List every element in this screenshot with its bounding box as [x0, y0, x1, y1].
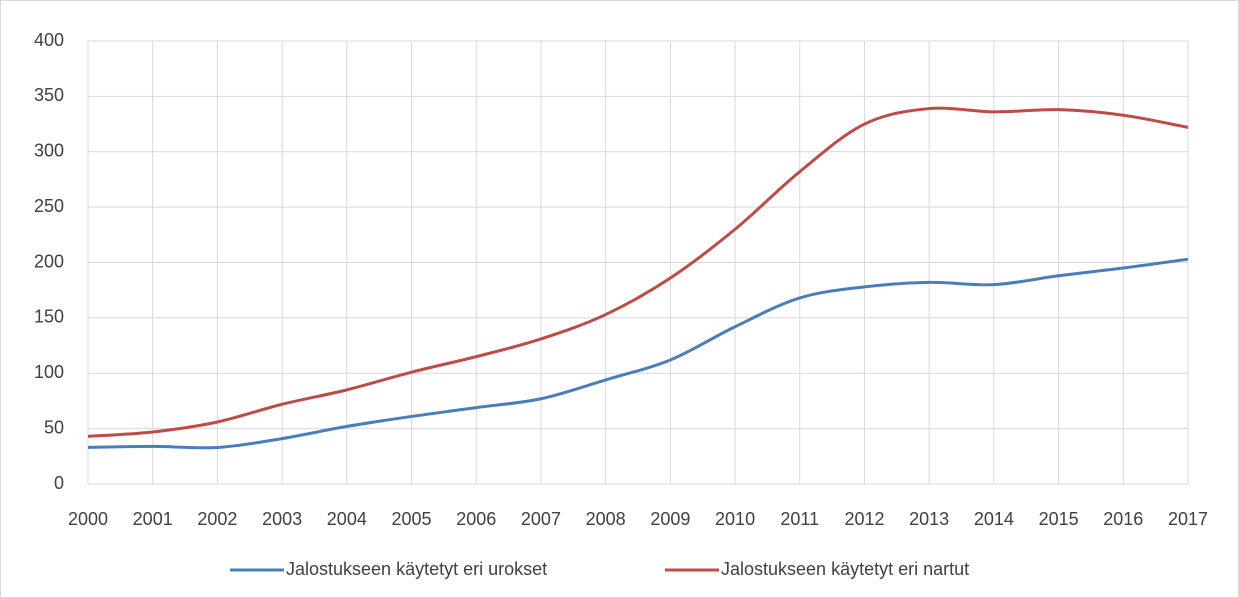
- x-tick-label: 2013: [909, 509, 949, 529]
- y-tick-label: 200: [34, 251, 64, 271]
- x-tick-label: 2014: [974, 509, 1014, 529]
- x-tick-label: 2005: [392, 509, 432, 529]
- x-tick-label: 2008: [586, 509, 626, 529]
- series-line: [87, 106, 1189, 438]
- x-tick-label: 2011: [780, 509, 819, 529]
- x-tick-label: 2001: [133, 509, 173, 529]
- y-tick-label: 150: [34, 307, 64, 327]
- x-tick-label: 2017: [1168, 509, 1208, 529]
- legend-label: Jalostukseen käytetyt eri nartut: [721, 559, 969, 579]
- x-tick-label: 2002: [197, 509, 237, 529]
- x-tick-label: 2012: [844, 509, 884, 529]
- x-tick-label: 2000: [68, 509, 108, 529]
- x-tick-label: 2007: [521, 509, 561, 529]
- y-tick-label: 100: [34, 362, 64, 382]
- x-tick-label: 2010: [715, 509, 755, 529]
- x-tick-label: 2003: [262, 509, 302, 529]
- y-tick-label: 350: [34, 85, 64, 105]
- y-tick-label: 400: [34, 30, 64, 50]
- y-tick-label: 50: [44, 417, 64, 437]
- y-tick-label: 300: [34, 141, 64, 161]
- y-tick-label: 250: [34, 196, 64, 216]
- x-tick-label: 2016: [1103, 509, 1143, 529]
- legend-label: Jalostukseen käytetyt eri urokset: [286, 559, 547, 579]
- x-tick-label: 2015: [1039, 509, 1079, 529]
- y-tick-label: 0: [54, 473, 64, 493]
- x-tick-label: 2004: [327, 509, 367, 529]
- x-tick-label: 2006: [456, 509, 496, 529]
- x-tick-label: 2009: [650, 509, 690, 529]
- series-line: [87, 257, 1189, 450]
